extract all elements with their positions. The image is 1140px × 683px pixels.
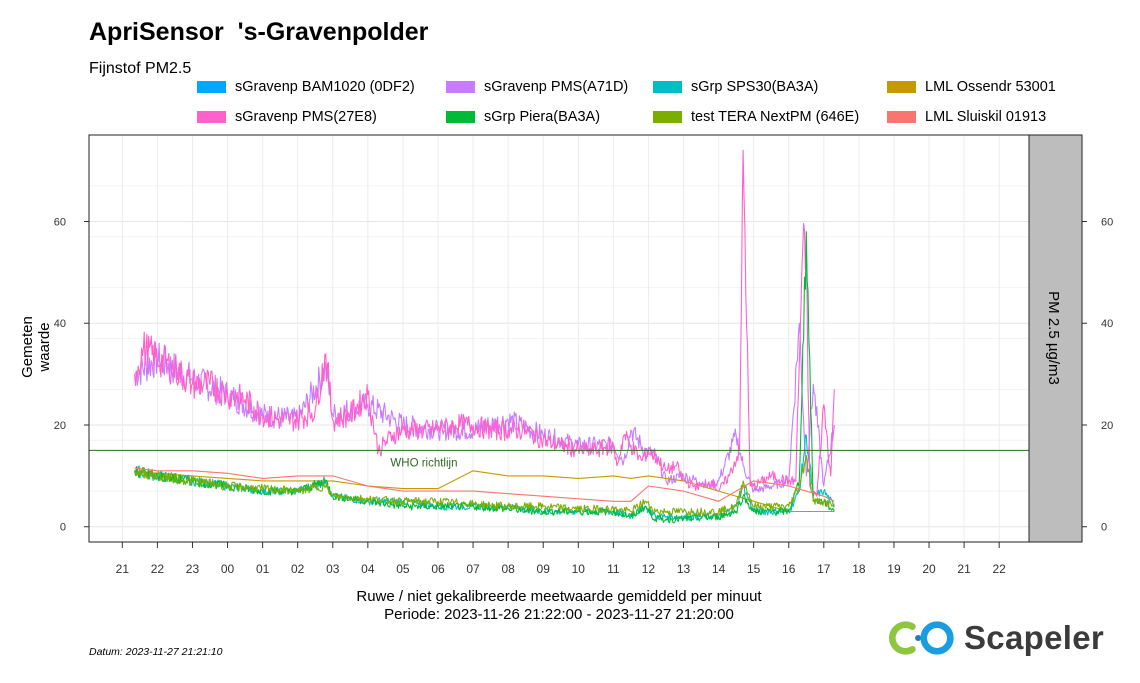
legend: sGravenp BAM1020 (0DF2) sGravenp PMS(A71… — [0, 0, 1140, 130]
x-tick-label: 16 — [782, 562, 796, 576]
legend-swatch — [446, 111, 475, 123]
scapeler-logo-icon — [889, 621, 954, 655]
x-tick-label: 15 — [747, 562, 761, 576]
y-tick-label: 40 — [54, 318, 66, 330]
legend-label: sGrp Piera(BA3A) — [484, 109, 601, 125]
y-tick-label: 20 — [54, 420, 66, 432]
legend-label: LML Ossendr 53001 — [925, 79, 1056, 95]
grid — [89, 134, 1029, 543]
y-tick-label-right: 40 — [1101, 318, 1113, 330]
y-tick-label-right: 20 — [1101, 420, 1113, 432]
facet-label: PM 2.5 µg/m3 — [1045, 291, 1062, 385]
legend-label: sGravenp PMS(27E8) — [235, 109, 377, 125]
x-tick-label: 03 — [326, 562, 340, 576]
scapeler-logo: Scapeler — [884, 616, 1104, 660]
y-axis-label: Gemeten waarde — [19, 316, 53, 378]
legend-label: LML Sluiskil 01913 — [925, 109, 1047, 125]
x-tick-label: 08 — [501, 562, 515, 576]
x-tick-label: 12 — [642, 562, 656, 576]
x-tick-label: 11 — [607, 562, 620, 576]
legend-label: test TERA NextPM (646E) — [691, 109, 860, 125]
x-tick-label: 21 — [957, 562, 971, 576]
legend-item: sGrp Piera(BA3A) — [446, 109, 600, 125]
x-tick-label: 01 — [256, 562, 270, 576]
logo-text: Scapeler — [964, 619, 1104, 656]
period-label: Periode: 2023-11-26 21:22:00 - 2023-11-2… — [384, 606, 734, 623]
x-tick-label: 19 — [887, 562, 901, 576]
legend-item: test TERA NextPM (646E) — [653, 109, 859, 125]
x-tick-label: 00 — [221, 562, 235, 576]
y-tick-label: 0 — [60, 522, 66, 534]
x-tick-label: 22 — [993, 562, 1007, 576]
y-tick-label-right: 60 — [1101, 216, 1113, 228]
legend-swatch — [887, 81, 916, 93]
x-tick-label: 23 — [186, 562, 200, 576]
legend-item: sGravenp PMS(A71D) — [446, 79, 628, 95]
y-tick-label-right: 0 — [1101, 522, 1107, 534]
x-tick-label: 21 — [116, 562, 130, 576]
x-tick-label: 14 — [712, 562, 726, 576]
x-tick-label: 06 — [431, 562, 445, 576]
x-tick-label: 04 — [361, 562, 375, 576]
x-tick-label: 22 — [151, 562, 165, 576]
y-tick-label: 60 — [54, 216, 66, 228]
x-tick-label: 18 — [852, 562, 866, 576]
legend-swatch — [446, 81, 475, 93]
x-tick-label: 05 — [396, 562, 410, 576]
x-tick-label: 17 — [817, 562, 831, 576]
legend-label: sGravenp PMS(A71D) — [484, 79, 629, 95]
legend-item: sGravenp BAM1020 (0DF2) — [197, 79, 415, 95]
x-tick-label: 02 — [291, 562, 305, 576]
legend-item: LML Ossendr 53001 — [887, 79, 1056, 95]
legend-item: LML Sluiskil 01913 — [887, 109, 1046, 125]
legend-swatch — [887, 111, 916, 123]
legend-label: sGrp SPS30(BA3A) — [691, 79, 819, 95]
facet-strip — [1028, 134, 1083, 543]
series-line — [134, 454, 835, 516]
legend-swatch — [653, 81, 682, 93]
series-line — [134, 149, 835, 497]
who-reference-label: WHO richtlijn — [390, 457, 457, 469]
series-line — [134, 322, 835, 493]
legend-item: sGravenp PMS(27E8) — [197, 109, 377, 125]
series-line — [134, 467, 835, 502]
legend-label: sGravenp BAM1020 (0DF2) — [235, 79, 415, 95]
chart-title: ApriSensor 's-Gravenpolder — [89, 18, 429, 46]
x-axis-label: Ruwe / niet gekalibreerde meetwaarde gem… — [356, 588, 762, 605]
series-layer: WHO richtlijn — [89, 149, 1029, 524]
datum-label: Datum: 2023-11-27 21:21:10 — [89, 646, 223, 658]
legend-swatch — [653, 111, 682, 123]
chart-subtitle: Fijnstof PM2.5 — [89, 60, 192, 77]
x-tick-label: 20 — [922, 562, 936, 576]
x-tick-label: 10 — [572, 562, 586, 576]
legend-item: sGrp SPS30(BA3A) — [653, 79, 818, 95]
legend-swatch — [197, 111, 226, 123]
x-tick-label: 07 — [466, 562, 480, 576]
legend-swatch — [197, 81, 226, 93]
x-tick-label: 13 — [677, 562, 691, 576]
series-line — [134, 434, 835, 521]
x-tick-label: 09 — [537, 562, 551, 576]
